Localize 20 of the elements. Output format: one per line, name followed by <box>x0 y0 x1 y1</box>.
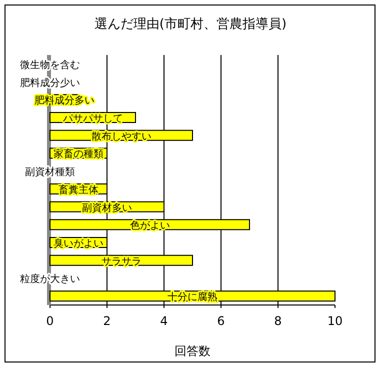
x-tick-label: 0 <box>46 314 54 328</box>
y-tick-label: 畜糞主体 <box>58 184 98 196</box>
y-tick-label: 十分に腐熟 <box>168 291 218 304</box>
y-tick-label: 副資材種類 <box>25 166 75 178</box>
y-tick-label: 家畜の種類 <box>54 148 104 160</box>
x-axis-title: 回答数 <box>174 344 210 358</box>
y-tick-label: サラサラ <box>101 256 142 268</box>
x-tick-label: 6 <box>217 314 225 328</box>
x-tick-label: 2 <box>103 314 111 328</box>
y-tick-label: 臭いがよい <box>54 238 104 250</box>
chart-title: 選んだ理由(市町村、営農指導員) <box>94 17 287 32</box>
y-tick-label: 微生物を含む <box>20 58 80 71</box>
x-tick-label: 10 <box>327 314 343 328</box>
y-tick-label: パサパサして <box>62 114 123 124</box>
y-tick-label: 色がよい <box>130 220 170 232</box>
y-tick-label: 粒度が大きい <box>20 273 80 286</box>
x-tick-label: 8 <box>274 314 282 328</box>
x-tick-label: 4 <box>160 314 168 328</box>
y-tick-label: 散布しやすい <box>91 130 152 142</box>
y-tick-label: 肥料成分少い <box>20 76 80 89</box>
